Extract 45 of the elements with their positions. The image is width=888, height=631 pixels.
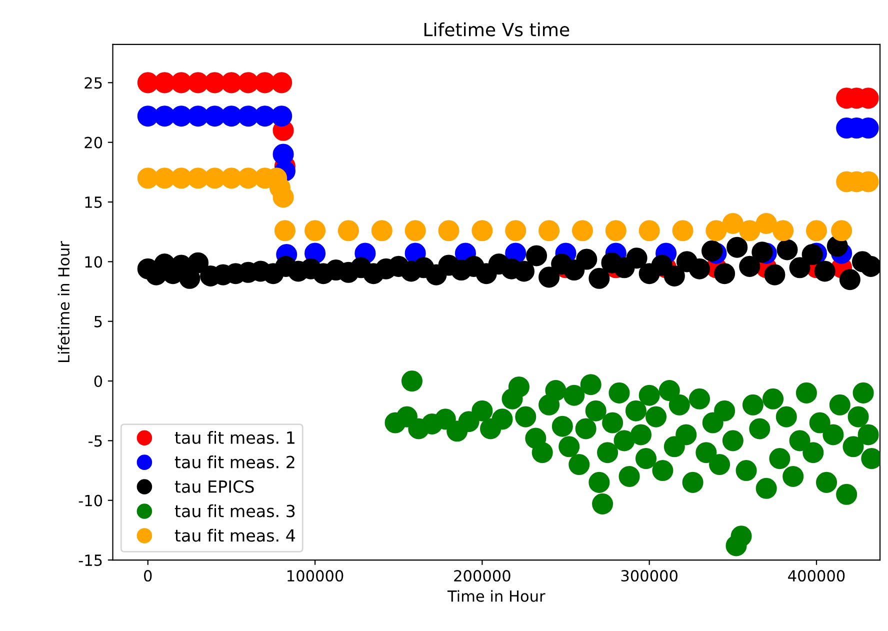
- point: [572, 220, 593, 242]
- point: [271, 106, 292, 127]
- point: [756, 212, 777, 234]
- point: [772, 220, 794, 242]
- y-tick-label: 20: [84, 136, 102, 148]
- point: [831, 220, 852, 242]
- point: [472, 220, 493, 242]
- point: [338, 220, 359, 242]
- point: [806, 220, 828, 242]
- chart-title: Lifetime Vs time: [424, 22, 570, 36]
- point: [538, 220, 560, 242]
- x-tick-label: 300000: [621, 570, 678, 582]
- point: [672, 220, 694, 242]
- x-tick-label: 200000: [454, 570, 510, 582]
- y-tick-label: 0: [94, 375, 102, 388]
- point: [371, 220, 392, 242]
- point: [605, 220, 626, 242]
- point: [706, 220, 727, 242]
- point: [722, 212, 744, 234]
- legend-label: tau fit meas. 3: [174, 504, 295, 518]
- point: [505, 220, 526, 242]
- point: [404, 220, 426, 242]
- x-axis-title: Time in Hour: [447, 590, 546, 602]
- y-tick-label: 10: [85, 256, 102, 268]
- legend-label: tau fit meas. 2: [174, 455, 294, 468]
- legend-label: tau EPICS: [174, 480, 254, 493]
- point: [438, 220, 460, 242]
- point: [638, 220, 660, 242]
- legend-label: tau fit meas. 4: [174, 528, 296, 542]
- x-tick-label: 400000: [788, 570, 845, 582]
- x-tick-label: 100000: [288, 570, 344, 582]
- y-tick-label: -10: [78, 494, 102, 506]
- y-tick-label: 25: [84, 77, 102, 89]
- y-tick-label: 5: [94, 316, 102, 328]
- point: [271, 72, 292, 94]
- y-tick-label: -5: [88, 435, 102, 447]
- y-tick-label: -15: [78, 554, 102, 566]
- point: [739, 220, 760, 242]
- x-tick-label: 0: [144, 570, 152, 582]
- point: [204, 106, 226, 127]
- y-tick-label: 15: [85, 196, 102, 208]
- point: [304, 220, 326, 242]
- point: [274, 220, 296, 242]
- y-axis-title: Lifetime in Hour: [58, 241, 70, 362]
- legend-label: tau fit meas. 1: [174, 431, 294, 444]
